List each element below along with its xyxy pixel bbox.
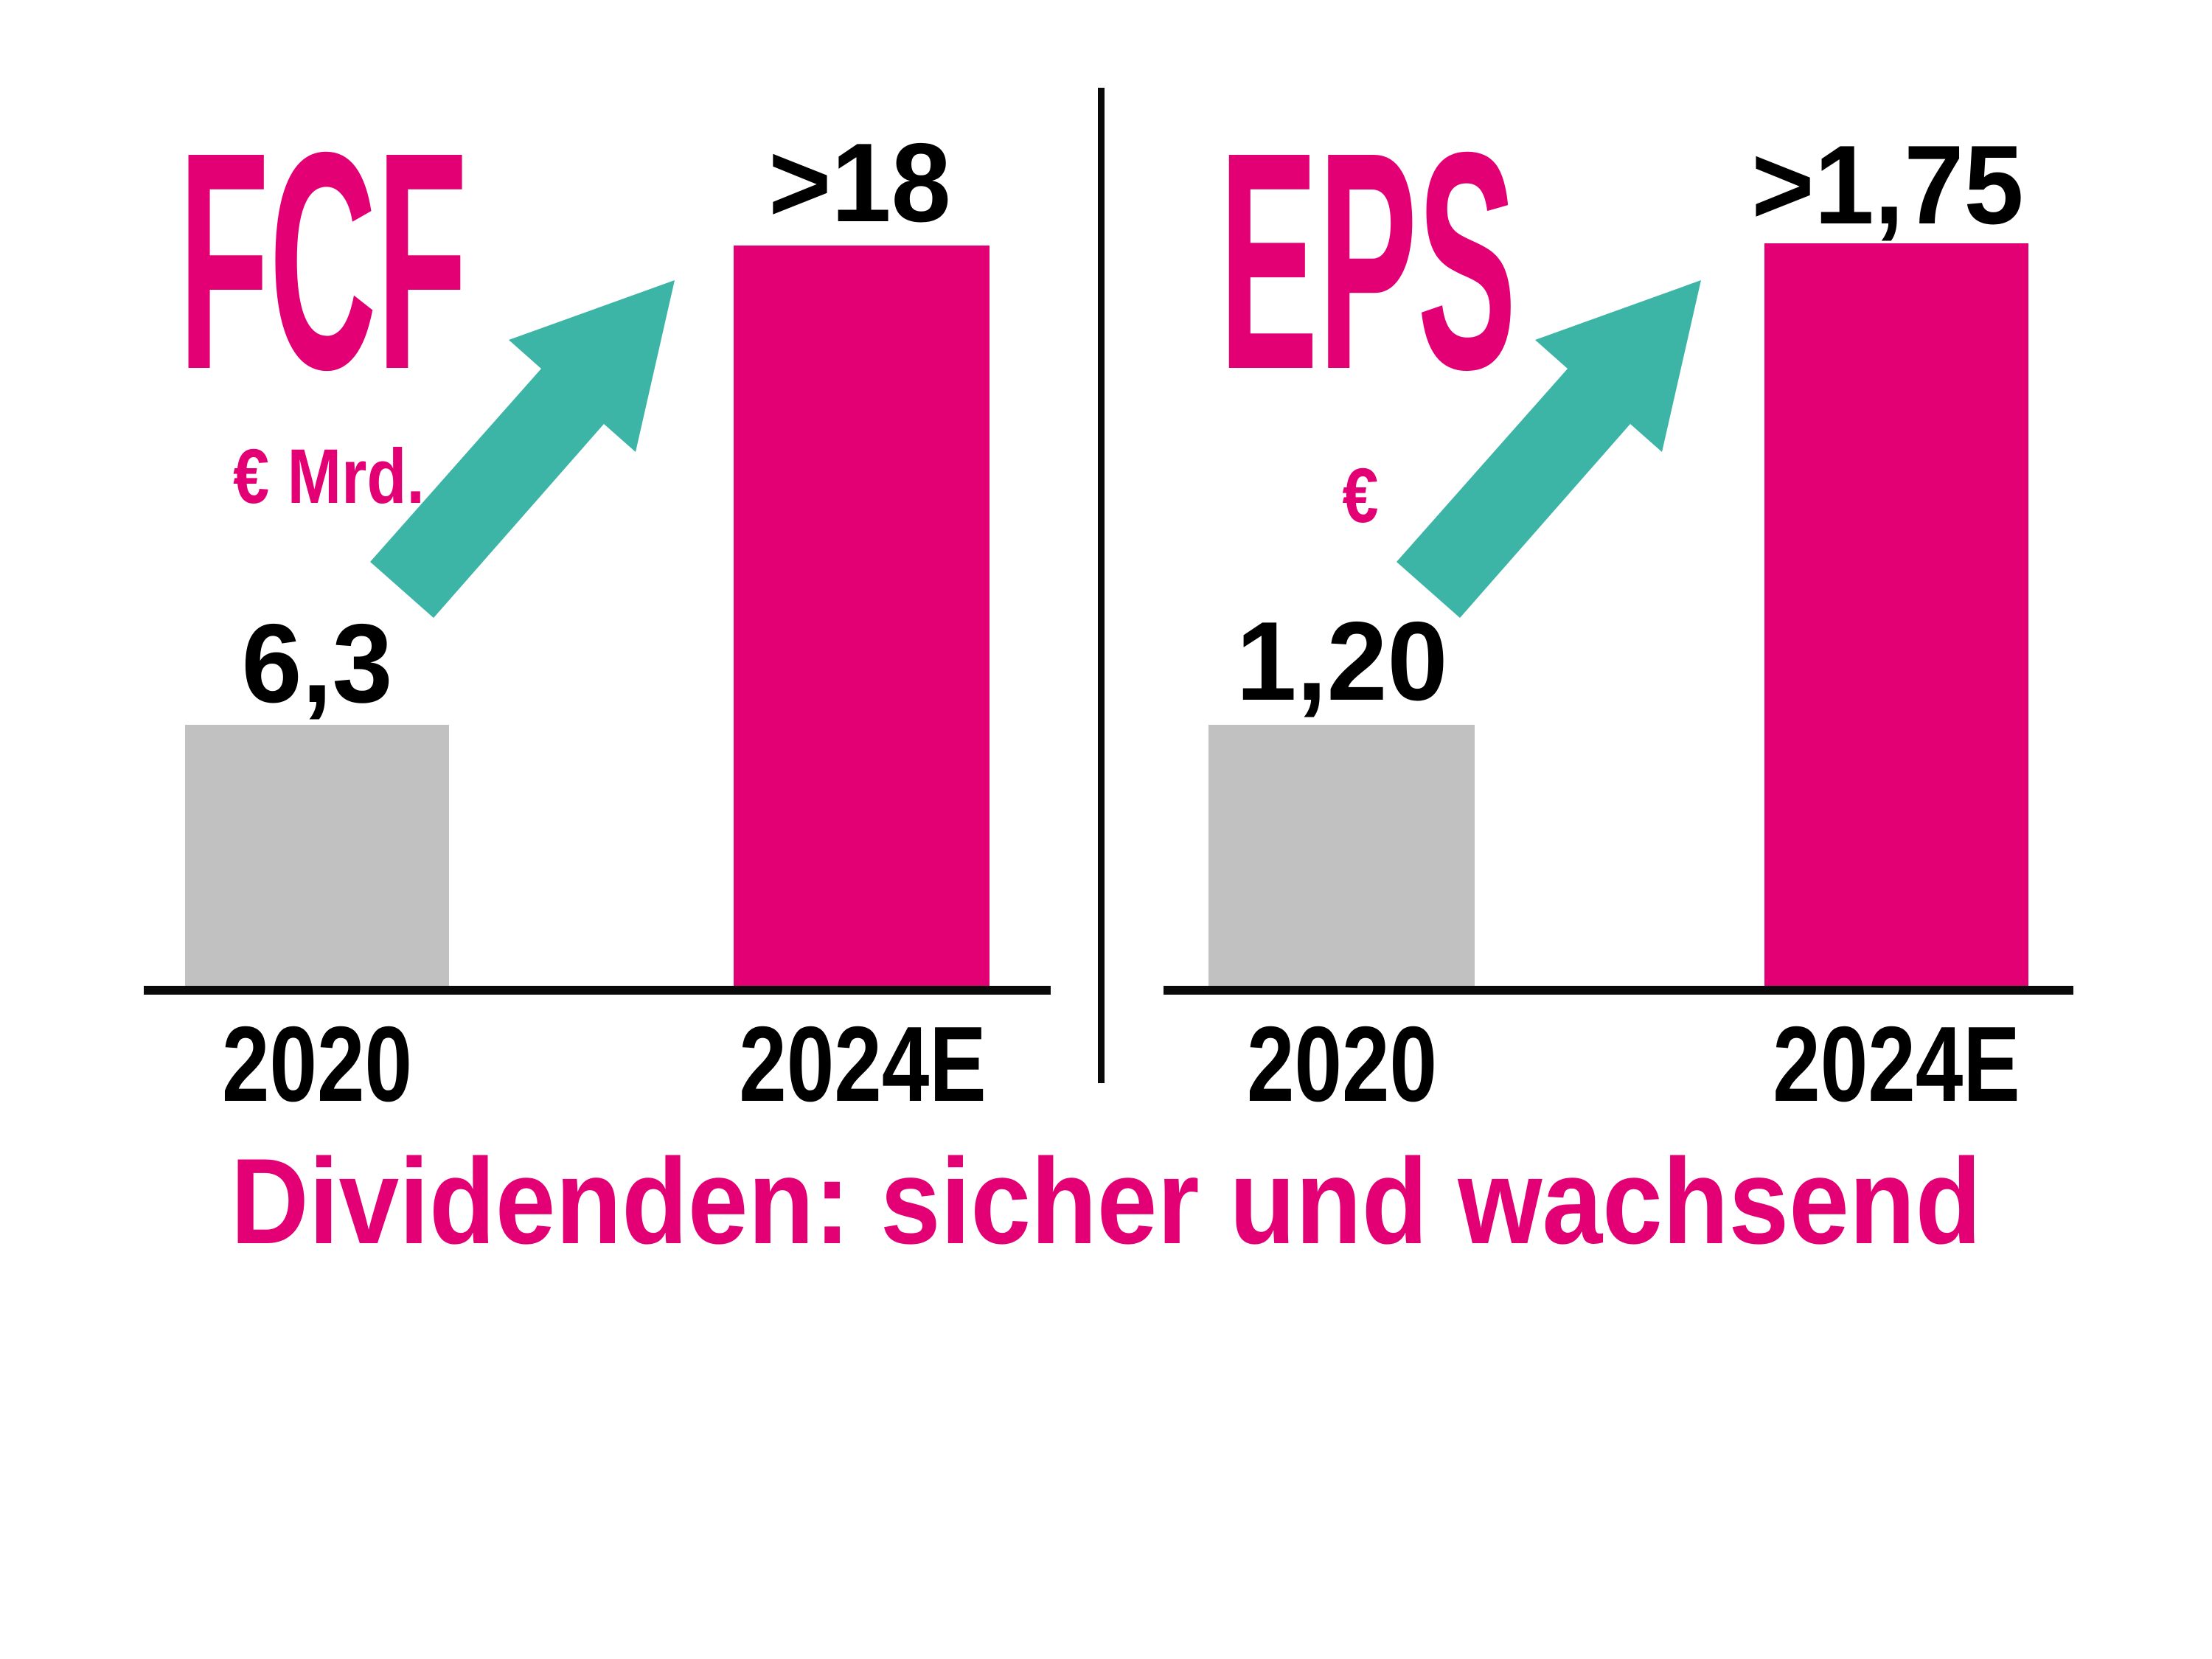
chart-title-fcf: FCF bbox=[178, 88, 467, 434]
chart-unit-label-eps: € bbox=[1342, 453, 1379, 539]
bar-value-label-2024e: >18 bbox=[768, 120, 951, 246]
chart-divider-line bbox=[1098, 88, 1105, 1083]
bar-2020 bbox=[185, 725, 449, 990]
x-axis-line bbox=[1164, 986, 2073, 995]
growth-arrow-shape bbox=[1397, 280, 1701, 618]
chart-unit-label-fcf: € Mrd. bbox=[233, 434, 425, 520]
x-axis-label-2020: 2020 bbox=[1246, 1004, 1438, 1124]
bar-value-label-2020: 1,20 bbox=[1236, 599, 1448, 724]
growth-arrow-icon bbox=[370, 280, 675, 618]
tagline: Dividenden: sicher und wachsend bbox=[230, 1133, 1982, 1269]
bar-2024e bbox=[734, 246, 990, 990]
growth-arrow-shape bbox=[370, 280, 675, 618]
bar-2020 bbox=[1208, 725, 1475, 990]
bar-value-label-2024e: >1,75 bbox=[1751, 122, 2024, 248]
x-axis-line bbox=[144, 986, 1051, 995]
growth-arrow-icon bbox=[1397, 280, 1701, 618]
chart-title-eps: EPS bbox=[1219, 88, 1517, 434]
x-axis-label-2024e: 2024E bbox=[1773, 1004, 2020, 1124]
bar-value-label-2020: 6,3 bbox=[241, 601, 393, 726]
bar-2024e bbox=[1764, 243, 2028, 990]
x-axis-label-2024e: 2024E bbox=[739, 1004, 987, 1124]
x-axis-label-2020: 2020 bbox=[221, 1004, 413, 1124]
